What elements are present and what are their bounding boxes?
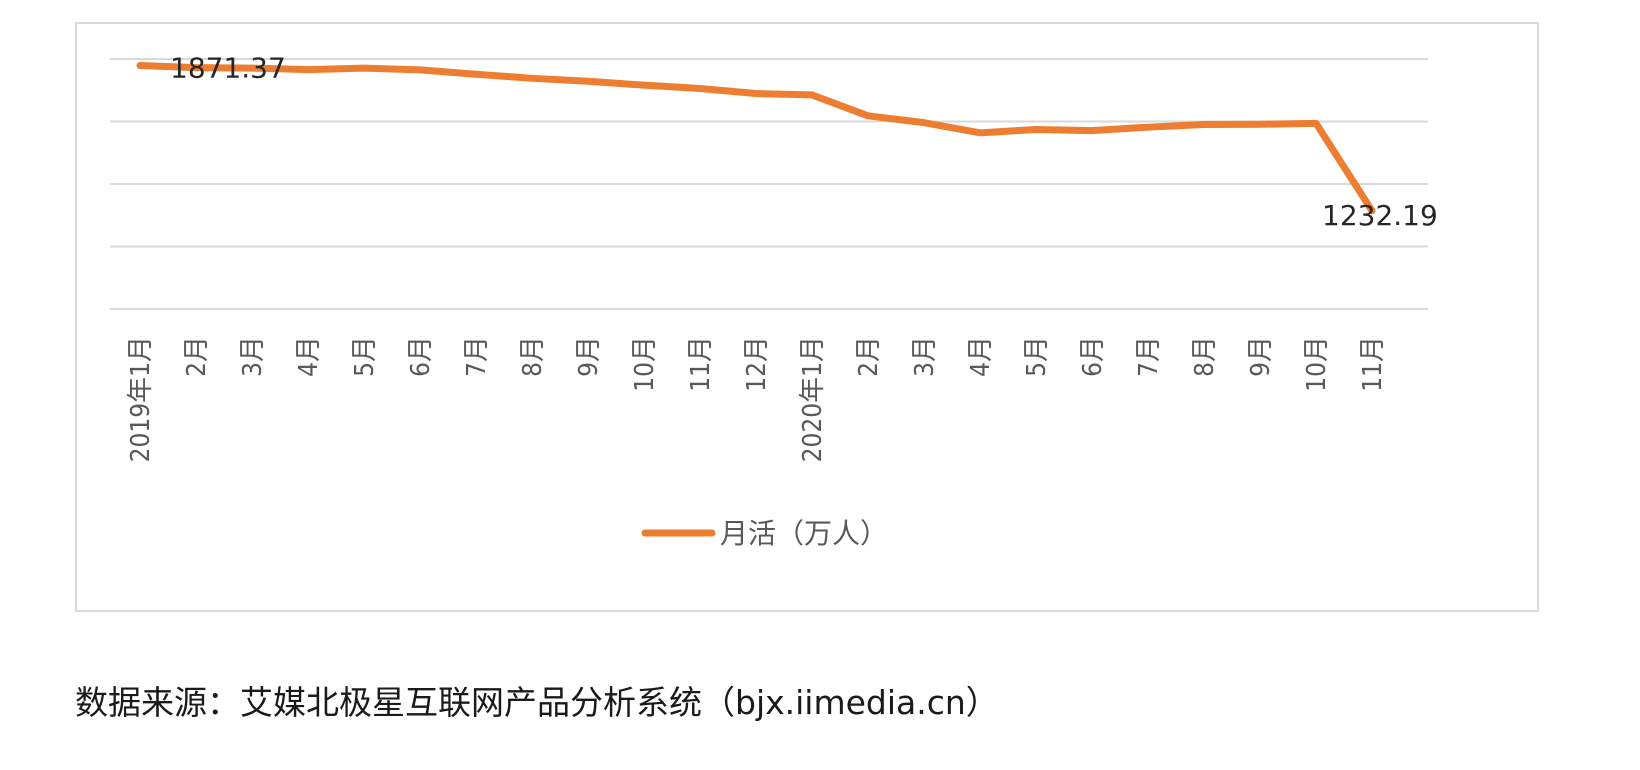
data-point [979,132,981,134]
data-point [139,65,141,67]
data-point [867,115,869,117]
x-axis-ticks: 2019年1月 2月 3月 4月 5月 6月 7月 8月 9月 10月 11月 12月 2020年1月 2… [126,336,1388,462]
data-label: 1871.37 [170,52,286,85]
data-point [1259,123,1261,125]
data-point [251,67,253,69]
x-tick-label: 7月 [1134,336,1164,377]
x-tick-label: 3月 [910,336,940,377]
data-point [923,122,925,124]
data-point [475,73,477,75]
data-point [195,67,197,69]
series-layer [136,62,1376,215]
data-point [363,67,365,69]
chart-frame: 1871.37 1232.19 2019年1月 2月 3月 4月 5月 6月 7月 8月 9月 10… [75,22,1539,612]
x-tick-label: 6月 [406,336,436,377]
x-tick-label: 10月 [630,336,660,392]
data-point [587,80,589,82]
legend-label: 月活（万人） [720,517,888,550]
source-note: 数据来源：艾媒北极星互联网产品分析系统（bjx.iimedia.cn） [75,683,999,722]
x-tick-label: 2019年1月 [126,336,156,462]
x-tick-label: 12月 [742,336,772,392]
data-point [755,93,757,95]
data-point [307,69,309,71]
data-point [419,69,421,71]
x-tick-label: 7月 [462,336,492,377]
data-point [1203,123,1205,125]
data-point [1371,210,1373,212]
x-tick-label: 6月 [1078,336,1108,377]
line-chart: 1871.37 1232.19 2019年1月 2月 3月 4月 5月 6月 7月 8月 9月 10… [110,52,1438,550]
data-point [1035,128,1037,130]
x-tick-label: 9月 [1246,336,1276,377]
x-tick-label: 4月 [294,336,324,377]
x-tick-label: 2月 [182,336,212,377]
data-point [699,88,701,90]
x-tick-label: 11月 [1358,336,1388,392]
x-tick-label: 10月 [1302,336,1332,392]
data-point [1147,126,1149,128]
x-tick-label: 8月 [518,336,548,377]
series-line [136,62,1376,215]
data-point [1091,130,1093,132]
data-point [1315,122,1317,124]
x-tick-label: 9月 [574,336,604,377]
x-tick-label: 4月 [966,336,996,377]
x-tick-label: 11月 [686,336,716,392]
x-tick-label: 5月 [350,336,380,377]
data-point [531,77,533,79]
data-labels: 1871.37 1232.19 [170,52,1438,232]
data-label: 1232.19 [1322,199,1438,232]
x-tick-label: 2020年1月 [798,336,828,462]
x-tick-label: 2月 [854,336,884,377]
data-point [811,94,813,96]
x-tick-label: 5月 [1022,336,1052,377]
data-point [643,84,645,86]
x-tick-label: 8月 [1190,336,1220,377]
legend: 月活（万人） [641,517,888,550]
x-tick-label: 3月 [238,336,268,377]
